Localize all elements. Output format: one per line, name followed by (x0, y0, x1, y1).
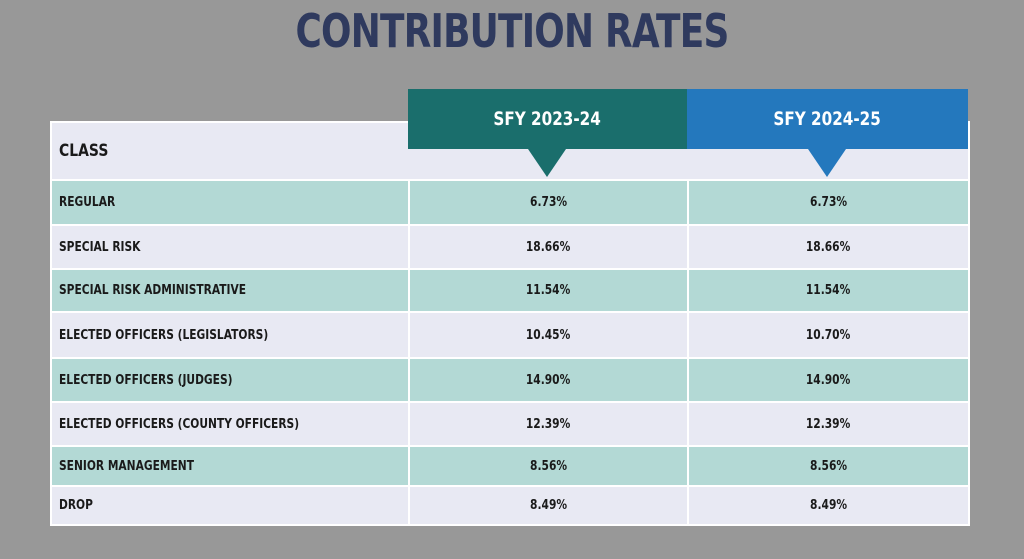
sfy-2023-24-cell: 18.66% (410, 226, 689, 268)
table-row: ELECTED OFFICERS (JUDGES) 14.90% 14.90% (52, 357, 968, 401)
sfy-2024-25-header-pointer (808, 149, 846, 177)
sfy-2024-25-cell: 12.39% (806, 416, 851, 432)
page-title: CONTRIBUTION RATES (295, 4, 729, 58)
sfy-2023-24-cell: 8.49% (410, 487, 689, 524)
sfy-2023-24-cell: 14.90% (410, 359, 689, 401)
table-row: SPECIAL RISK 18.66% 18.66% (52, 224, 968, 268)
class-column-header: CLASS (59, 141, 109, 161)
sfy-2024-25-cell: 10.70% (806, 327, 851, 343)
table-row: SPECIAL RISK ADMINISTRATIVE 11.54% 11.54… (52, 268, 968, 311)
sfy-2024-25-cell: 8.49% (809, 498, 847, 513)
sfy-2024-25-column-header: SFY 2024-25 (687, 89, 968, 149)
contribution-rates-table: CLASS REGULAR 6.73% 6.73% SPECIAL RISK 1… (50, 121, 970, 526)
sfy-2023-24-cell: 6.73% (410, 181, 689, 224)
sfy-2023-24-cell: 12.39% (410, 403, 689, 445)
class-cell: ELECTED OFFICERS (LEGISLATORS) (52, 313, 410, 357)
table-row: DROP 8.49% 8.49% (52, 485, 968, 524)
class-cell: SPECIAL RISK (52, 226, 410, 268)
sfy-2023-24-header-pointer (528, 149, 566, 177)
table-row: ELECTED OFFICERS (LEGISLATORS) 10.45% 10… (52, 311, 968, 357)
sfy-2023-24-cell: 11.54% (410, 270, 689, 311)
table-row: ELECTED OFFICERS (COUNTY OFFICERS) 12.39… (52, 401, 968, 445)
sfy-2024-25-cell: 14.90% (806, 372, 851, 388)
sfy-2024-25-cell: 18.66% (806, 239, 851, 255)
class-cell: ELECTED OFFICERS (JUDGES) (52, 359, 410, 401)
class-cell: SENIOR MANAGEMENT (52, 447, 410, 485)
sfy-2023-24-column-header: SFY 2023-24 (408, 89, 687, 149)
table-row: SENIOR MANAGEMENT 8.56% 8.56% (52, 445, 968, 485)
sfy-2024-25-cell: 8.56% (809, 458, 847, 474)
class-cell: SPECIAL RISK ADMINISTRATIVE (52, 270, 410, 311)
sfy-2023-24-cell: 10.45% (410, 313, 689, 357)
class-cell: REGULAR (52, 181, 410, 224)
class-cell: DROP (52, 487, 410, 524)
sfy-2024-25-cell: 11.54% (806, 283, 851, 298)
sfy-2024-25-cell: 6.73% (809, 195, 847, 210)
class-cell: ELECTED OFFICERS (COUNTY OFFICERS) (52, 403, 410, 445)
table-row: REGULAR 6.73% 6.73% (52, 179, 968, 224)
sfy-2023-24-cell: 8.56% (410, 447, 689, 485)
